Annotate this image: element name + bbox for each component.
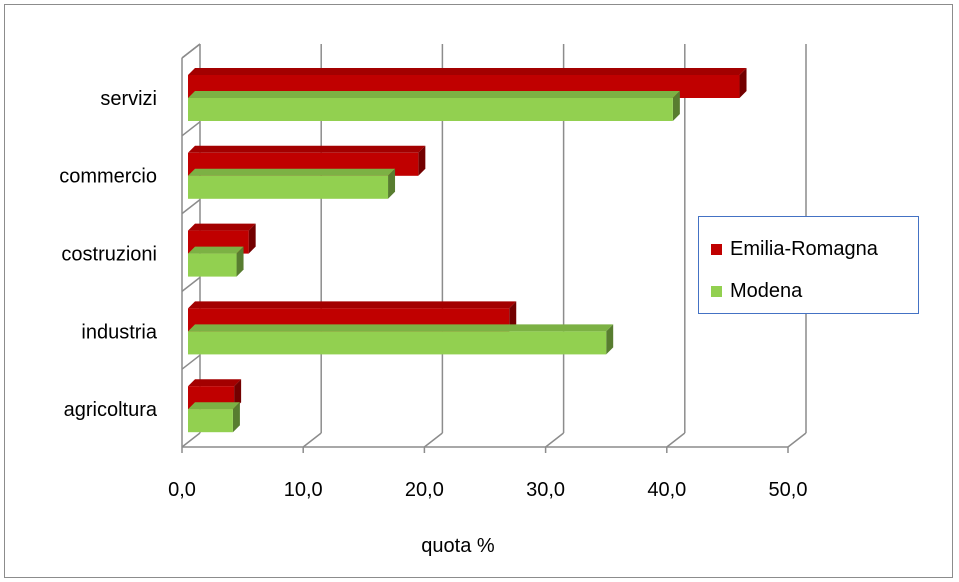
bar-top-face (188, 168, 396, 176)
bar-modena-industria (188, 324, 614, 355)
legend-label-emilia-romagna: Emilia-Romagna (730, 237, 878, 260)
gridline-floor (666, 432, 686, 448)
bar-top-face (188, 68, 747, 75)
gridline-floor (787, 432, 807, 448)
legend-swatch-emilia-romagna (711, 243, 722, 255)
x-tick-label: 30,0 (526, 479, 565, 501)
bar-top-face (188, 246, 244, 254)
bar-top-face (188, 91, 680, 98)
bar-side-face (388, 168, 396, 199)
bar-front-face (188, 253, 237, 277)
category-label: industria (81, 321, 157, 343)
bar-modena-agricoltura (188, 402, 240, 433)
x-tick-label: 20,0 (405, 479, 444, 501)
category-label: commercio (59, 166, 157, 188)
bar-side-face (509, 301, 517, 332)
gridline-floor (423, 432, 443, 448)
category-separator (181, 432, 201, 448)
bar-top-face (188, 301, 517, 309)
bar-top-face (188, 402, 240, 410)
bar-top-face (188, 223, 256, 231)
bar-side-face (672, 91, 680, 121)
legend: Emilia-Romagna Modena (698, 216, 919, 314)
bar-front-face (188, 175, 389, 199)
bar-side-face (236, 246, 244, 277)
bar-front-face (188, 98, 673, 121)
category-separator (181, 276, 201, 292)
bar-modena-commercio (188, 168, 396, 199)
x-tick-labels: 0,0 10,0 20,0 30,0 40,0 50,0 (168, 479, 807, 501)
gridline-floor (545, 432, 565, 448)
legend-label-modena: Modena (730, 279, 803, 302)
bar-side-face (232, 402, 240, 433)
category-label: agricoltura (64, 399, 158, 421)
bar-top-face (188, 379, 242, 387)
legend-item-emilia-romagna: Emilia-Romagna (711, 237, 878, 261)
bars (188, 68, 747, 433)
legend-item-modena: Modena (711, 279, 802, 303)
category-separator (181, 121, 201, 137)
x-axis-title: quota % (421, 535, 495, 557)
legend-swatch-modena (711, 285, 722, 297)
bar-modena-costruzioni (188, 246, 244, 277)
bar-side-face (248, 223, 256, 254)
category-separator (181, 354, 201, 370)
x-tick-label: 10,0 (284, 479, 323, 501)
bar-side-face (234, 379, 242, 410)
bar-front-face (188, 331, 607, 355)
bar-side-face (739, 68, 747, 98)
x-tick-label: 40,0 (647, 479, 686, 501)
category-separator (181, 43, 201, 59)
category-separator (181, 199, 201, 215)
bar-modena-servizi (188, 91, 680, 121)
y-category-labels: servizi commercio costruzioni industria agri… (59, 88, 158, 421)
bar-front-face (188, 409, 233, 433)
gridline-floor (302, 432, 322, 448)
category-label: servizi (100, 88, 157, 110)
x-tick-label: 0,0 (168, 479, 196, 501)
bar-top-face (188, 145, 426, 153)
bar-top-face (188, 324, 614, 332)
x-tick-label: 50,0 (769, 479, 808, 501)
bar-side-face (418, 145, 426, 176)
bar-side-face (606, 324, 614, 355)
category-label: costruzioni (61, 244, 157, 266)
